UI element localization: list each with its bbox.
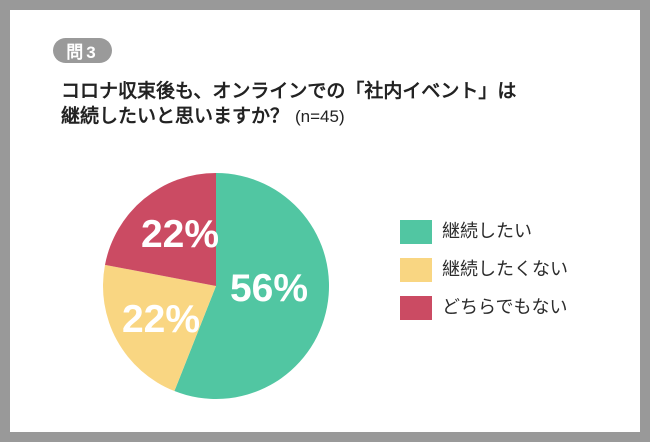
svg-text:56%: 56%: [230, 267, 308, 310]
svg-text:22%: 22%: [122, 298, 200, 341]
svg-text:22%: 22%: [141, 213, 219, 256]
